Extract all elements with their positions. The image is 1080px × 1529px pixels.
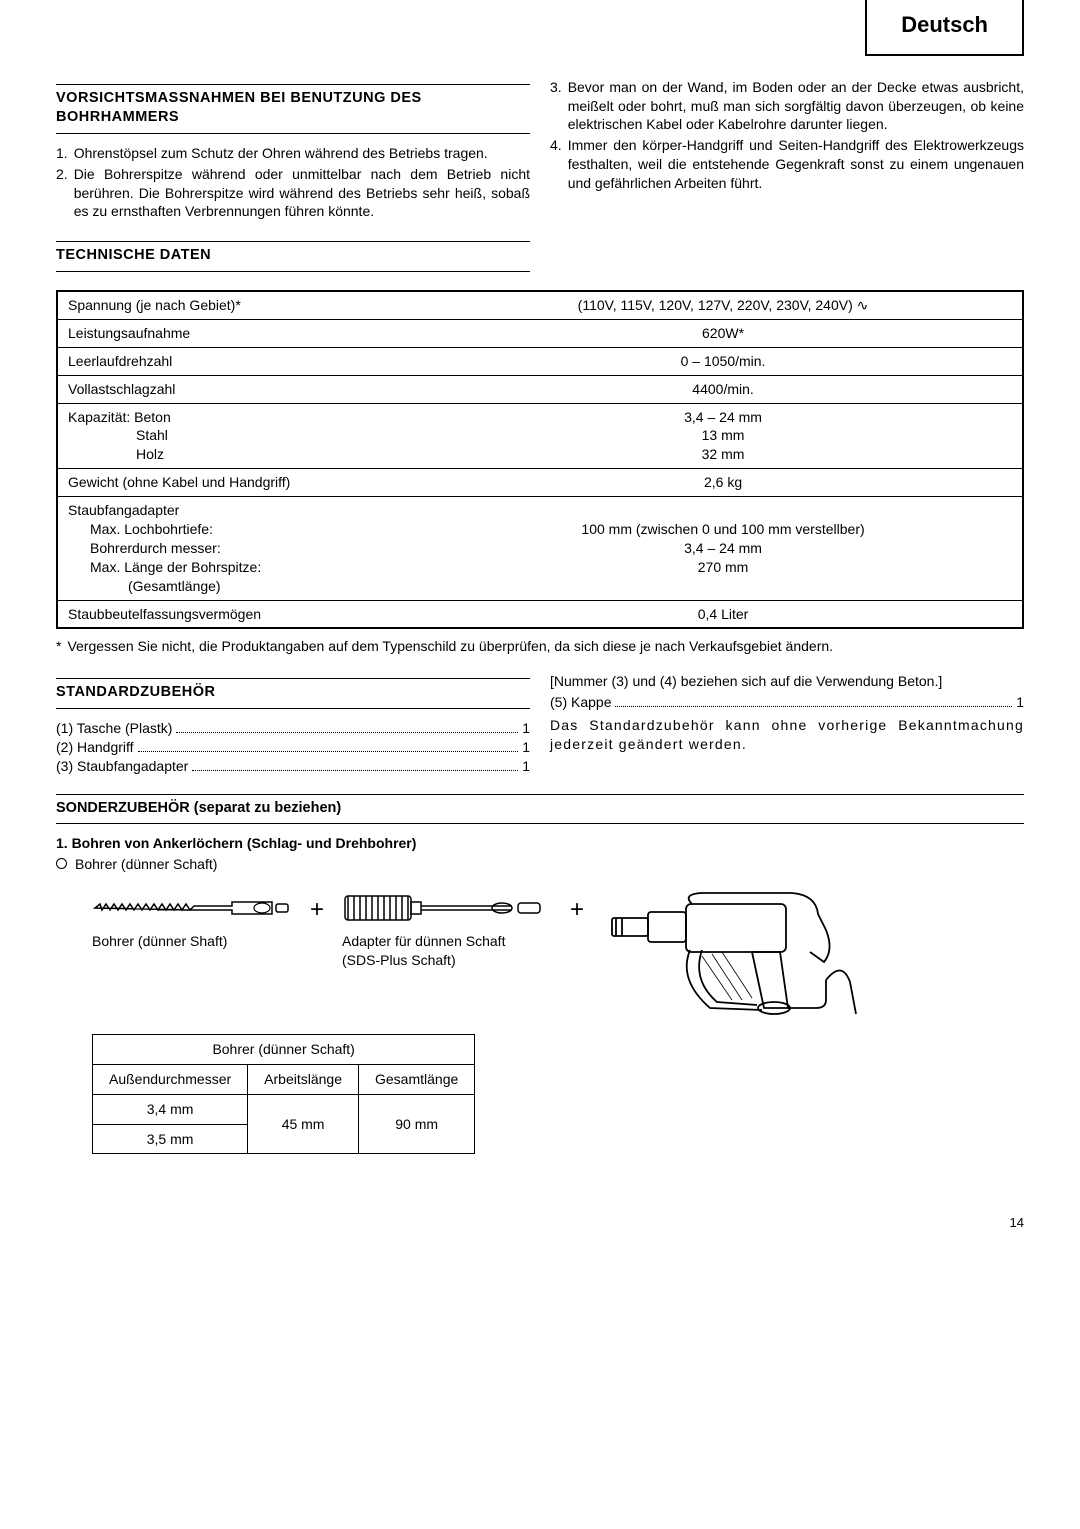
table-row: Leistungsaufnahme620W*: [57, 319, 1023, 347]
paragraph: Das Standardzubehör kann ohne vorherige …: [550, 716, 1024, 754]
optional-accessories-heading: SONDERZUBEHÖR (separat zu beziehen): [56, 794, 1024, 825]
diagram-caption: Adapter für dünnen Schaft(SDS-Plus Schaf…: [342, 932, 552, 970]
list-text: Die Bohrerspitze während oder unmittelba…: [74, 165, 530, 222]
precautions-list-right: 3.Bevor man on der Wand, im Boden oder a…: [550, 78, 1024, 193]
spec-value: 100 mm (zwischen 0 und 100 mm verstellbe…: [424, 497, 1023, 600]
spec-label: Kapazität: Beton Stahl Holz: [57, 403, 424, 469]
drill-bit-icon: [92, 890, 292, 926]
tech-heading-row: TECHNISCHE DATEN: [56, 233, 1024, 282]
diagram-row: Bohrer (dünner Shaft) + Adapter für dünn…: [92, 890, 1024, 1020]
spec-value: 2,6 kg: [424, 469, 1023, 497]
spec-value: 620W*: [424, 319, 1023, 347]
list-item: (5) Kappe1: [550, 693, 1024, 712]
table-row: Staubbeutelfassungsvermögen0,4 Liter: [57, 600, 1023, 628]
plus-icon: +: [302, 890, 332, 926]
list-text: Bevor man on der Wand, im Boden oder an …: [568, 78, 1024, 135]
table-row: Kapazität: Beton Stahl Holz 3,4 – 24 mm …: [57, 403, 1023, 469]
table-cell: 3,5 mm: [93, 1124, 248, 1154]
bullet-line: Bohrer (dünner Schaft): [56, 855, 1024, 874]
table-cell: 45 mm: [248, 1094, 359, 1154]
standard-accessories-heading: STANDARDZUBEHÖR: [56, 678, 530, 709]
note-text: [Nummer (3) und (4) beziehen sich auf di…: [550, 672, 1024, 691]
adapter-icon: [342, 890, 552, 926]
spec-value: 0,4 Liter: [424, 600, 1023, 628]
table-row: Leerlaufdrehzahl0 – 1050/min.: [57, 347, 1023, 375]
page-number: 14: [56, 1214, 1024, 1232]
list-text: Immer den körper-Handgriff und Seiten-Ha…: [568, 136, 1024, 193]
table-cell: 90 mm: [359, 1094, 475, 1154]
spec-value: (110V, 115V, 120V, 127V, 220V, 230V, 240…: [424, 291, 1023, 319]
list-num: 3.: [550, 78, 562, 135]
spec-label: Leerlaufdrehzahl: [57, 347, 424, 375]
table-title: Bohrer (dünner Schaft): [93, 1034, 475, 1064]
precautions-columns: VORSICHTSMASSNAHMEN BEI BENUTZUNG DES BO…: [56, 76, 1024, 234]
standard-accessories-row: STANDARDZUBEHÖR (1) Tasche (Plastk)1 (2)…: [56, 670, 1024, 775]
list-item: (1) Tasche (Plastk)1: [56, 719, 530, 738]
spec-value: 0 – 1050/min.: [424, 347, 1023, 375]
spec-label: Gewicht (ohne Kabel und Handgriff): [57, 469, 424, 497]
precautions-heading: VORSICHTSMASSNAHMEN BEI BENUTZUNG DES BO…: [56, 84, 530, 134]
language-label: Deutsch: [865, 0, 1024, 56]
table-header: Außendurchmesser: [93, 1064, 248, 1094]
spec-table: Spannung (je nach Gebiet)*(110V, 115V, 1…: [56, 290, 1024, 629]
table-row: Staubfangadapter Max. Lochbohrtiefe: Boh…: [57, 497, 1023, 600]
diagram-caption: Bohrer (dünner Shaft): [92, 932, 292, 951]
precautions-list-left: 1. Ohrenstöpsel zum Schutz der Ohren währ…: [56, 144, 530, 222]
table-header: Arbeitslänge: [248, 1064, 359, 1094]
list-num: 2.: [56, 165, 68, 222]
table-cell: 3,4 mm: [93, 1094, 248, 1124]
table-row: Spannung (je nach Gebiet)*(110V, 115V, 1…: [57, 291, 1023, 319]
drill-tool-icon: [602, 890, 862, 1020]
list-num: 4.: [550, 136, 562, 193]
spec-value: 4400/min.: [424, 375, 1023, 403]
spec-label: Staubbeutelfassungsvermögen: [57, 600, 424, 628]
list-text: Ohrenstöpsel zum Schutz der Ohren währen…: [74, 144, 530, 163]
subsection-title: 1. Bohren von Ankerlöchern (Schlag- und …: [56, 834, 1024, 853]
spec-label: Staubfangadapter Max. Lochbohrtiefe: Boh…: [57, 497, 424, 600]
table-header: Gesamtlänge: [359, 1064, 475, 1094]
plus-icon: +: [562, 890, 592, 926]
circle-bullet-icon: [56, 858, 67, 869]
spec-label: Spannung (je nach Gebiet)*: [57, 291, 424, 319]
table-row: Gewicht (ohne Kabel und Handgriff)2,6 kg: [57, 469, 1023, 497]
table-row: Vollastschlagzahl4400/min.: [57, 375, 1023, 403]
spec-value: 3,4 – 24 mm 13 mm 32 mm: [424, 403, 1023, 469]
spec-label: Leistungsaufnahme: [57, 319, 424, 347]
bohrer-table: Bohrer (dünner Schaft) Außendurchmesser …: [92, 1034, 475, 1155]
list-item: (3) Staubfangadapter1: [56, 757, 530, 776]
footnote: * Vergessen Sie nicht, die Produktangabe…: [56, 637, 1024, 656]
tech-data-heading: TECHNISCHE DATEN: [56, 241, 530, 272]
spec-label: Vollastschlagzahl: [57, 375, 424, 403]
list-num: 1.: [56, 144, 68, 163]
list-item: (2) Handgriff1: [56, 738, 530, 757]
